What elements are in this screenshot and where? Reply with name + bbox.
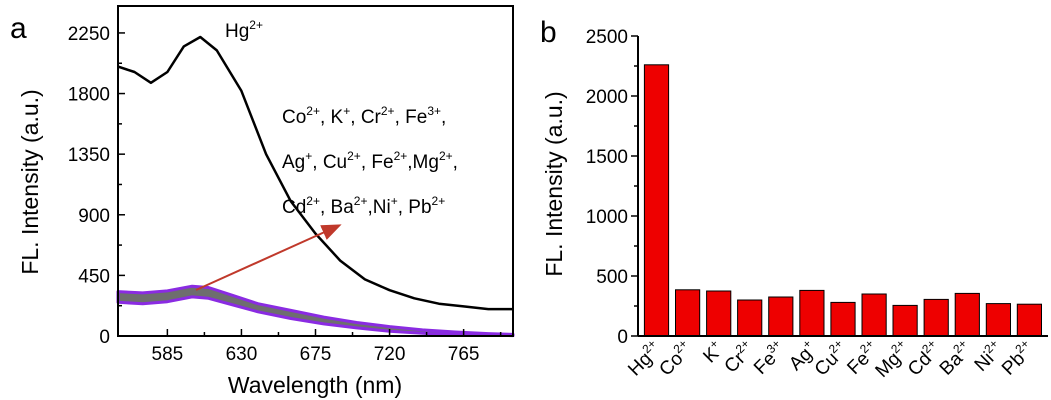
panel-b-y-tick-label: 2500 [586, 27, 628, 48]
bar [1016, 303, 1042, 337]
panel-b-x-tick-label: Ba2+ [934, 337, 977, 380]
bar [892, 304, 918, 337]
panel-b-y-tick-label: 1000 [586, 207, 628, 228]
panel-b-x-tick-label: Pb2+ [996, 337, 1039, 380]
panel-b-bar-chart: Hg2+Co2+ K+Cr2+Fe3+ Ag+Cu2+Fe2+Mg2+Cd2+Ba2… [586, 27, 1048, 382]
other-ions-label-line: Ag+, Cu2+, Fe2+,Mg2+, [282, 149, 458, 173]
bar [923, 298, 949, 337]
bar [643, 64, 670, 337]
bar [954, 292, 980, 337]
other-ions-spectra-band [116, 284, 515, 338]
hg-spectrum-line [117, 35, 513, 311]
panel-a-y-tick-label: 2250 [68, 24, 110, 45]
bar [799, 289, 825, 337]
panel-a-x-tick-label: 720 [374, 344, 406, 365]
panel-b-x-tick-label: Fe3+ [748, 337, 790, 379]
panel-a-x-tick-label: 630 [226, 344, 258, 365]
panel-b-y-tick-label: 1500 [586, 147, 628, 168]
bar [706, 290, 732, 337]
panel-b-x-tick-label: Cd2+ [902, 337, 946, 381]
panel-b-x-tick-label: Mg2+ [869, 337, 914, 382]
bar [985, 303, 1011, 337]
panel-b-x-tick-label: Cr2+ [719, 337, 760, 378]
other-ions-label-line: Cd2+, Ba2+,Ni+, Pb2+ [282, 194, 445, 218]
bar [861, 293, 887, 337]
panel-a-y-axis-title: FL. Intensity (a.u.) [17, 89, 43, 274]
panel-b-label: b [540, 16, 557, 49]
panel-a-label: a [10, 12, 27, 45]
panel-b-x-tick-label: Hg2+ [622, 337, 666, 381]
panel-a-y-tick-label: 900 [78, 206, 110, 227]
bar [737, 299, 763, 337]
hg-series-label: Hg2+ [225, 18, 263, 42]
panel-a-y-tick-label: 1350 [68, 145, 110, 166]
panel-a-x-axis-title: Wavelength (nm) [228, 372, 402, 398]
panel-a-x-tick-label: 765 [448, 344, 480, 365]
panel-a-line-chart: 585 630 675 720 765 0 450 900 1350 1800 2250 Hg2+ Co… [68, 5, 515, 365]
panel-a-y-tick-label: 0 [99, 327, 110, 348]
bar [675, 289, 701, 337]
panel-b-y-tick-label: 0 [617, 327, 628, 348]
annotation-arrow [195, 224, 342, 291]
panel-b-x-tick-label: Co2+ [653, 337, 697, 381]
panel-b-y-axis-title: FL. Intensity (a.u.) [541, 91, 567, 276]
panel-a-y-tick-label: 1800 [68, 85, 110, 106]
panel-a-x-tick-label: 585 [152, 344, 184, 365]
panel-b-y-tick-label: 2000 [586, 87, 628, 108]
bar [830, 301, 856, 337]
other-ions-label-line: Co2+, K+, Cr2+, Fe3+, [282, 104, 446, 128]
panel-a-x-tick-label: 675 [300, 344, 332, 365]
panel-b-y-tick-label: 500 [596, 267, 628, 288]
bar [768, 296, 794, 337]
panel-a-y-tick-label: 450 [78, 266, 110, 287]
